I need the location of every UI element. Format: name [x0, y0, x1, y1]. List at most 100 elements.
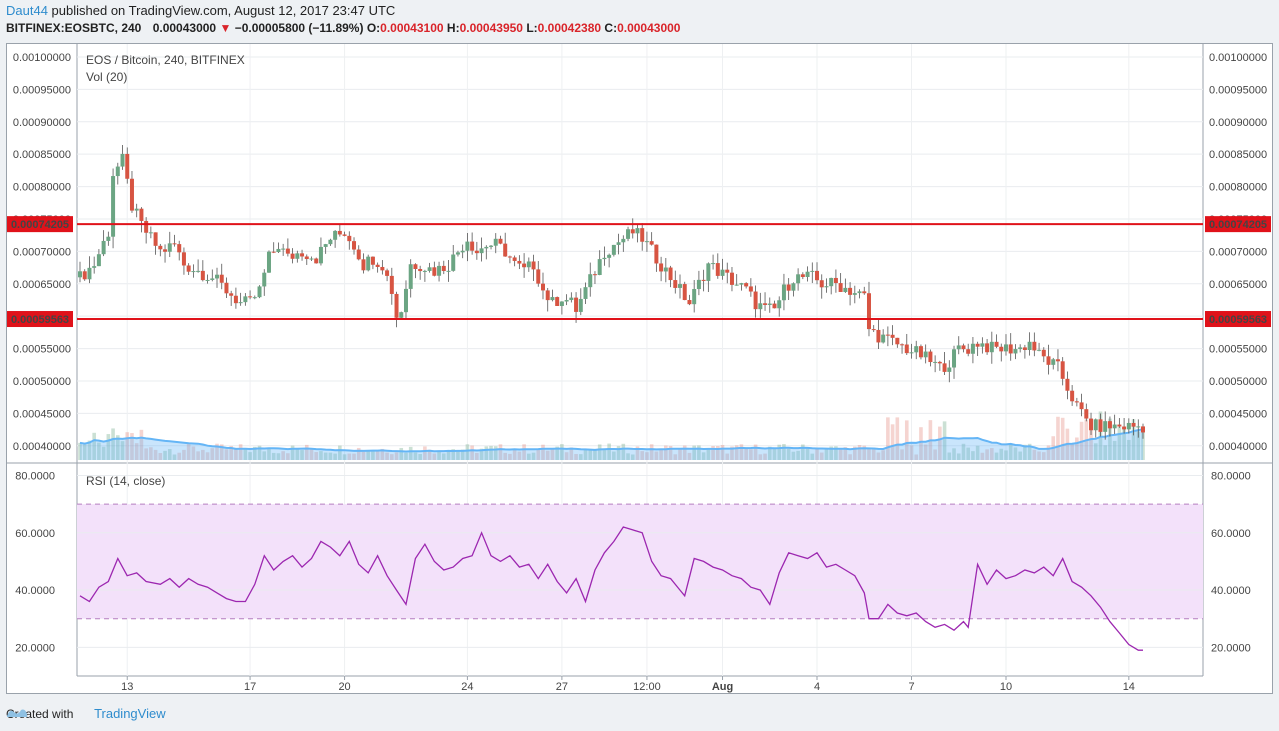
- candle-down: [432, 267, 437, 276]
- candle-up: [134, 208, 139, 211]
- candle-up: [196, 270, 201, 272]
- candle-down: [139, 208, 144, 221]
- candle-up: [1027, 341, 1032, 351]
- volume-bar: [1075, 437, 1079, 460]
- candle-down: [1070, 390, 1075, 402]
- volume-bar: [805, 448, 810, 460]
- candle-down: [290, 253, 295, 259]
- price-tick-label-right: 0.00065000: [1209, 279, 1267, 291]
- tradingview-link[interactable]: TradingView: [94, 706, 166, 721]
- candle-up: [881, 334, 886, 343]
- volume-bar: [441, 453, 446, 460]
- candle-down: [630, 229, 635, 234]
- volume-bar: [975, 445, 980, 460]
- volume-bar: [1141, 428, 1145, 460]
- volume-bar: [994, 452, 999, 460]
- candle-up: [295, 253, 300, 259]
- rsi-tick-label-right: 60.0000: [1211, 528, 1251, 540]
- candle-down: [498, 238, 503, 244]
- volume-bar: [749, 449, 753, 460]
- candle-down: [871, 329, 876, 331]
- candle-down: [470, 241, 475, 251]
- volume-bar: [545, 450, 550, 460]
- volume-bar: [649, 444, 654, 460]
- low-label: L:: [526, 21, 538, 35]
- volume-bar: [92, 432, 96, 460]
- candle-down: [1032, 341, 1037, 351]
- volume-bar: [380, 448, 385, 460]
- footer: Created with TradingView: [6, 706, 166, 721]
- candle-up: [635, 228, 640, 234]
- volume-bar: [262, 451, 267, 460]
- candle-up: [446, 270, 451, 272]
- volume-bar: [933, 449, 937, 460]
- volume-bar: [413, 452, 418, 460]
- candle-up: [191, 271, 196, 273]
- volume-bar: [338, 445, 342, 460]
- volume-bar: [777, 444, 782, 460]
- price-tick-label-right: 0.00070000: [1209, 246, 1267, 258]
- author-link[interactable]: Daut44: [6, 3, 48, 18]
- volume-bar: [1004, 450, 1008, 460]
- price-tick-label-left: 0.00090000: [13, 117, 71, 129]
- candle-up: [588, 274, 593, 288]
- time-tick-label: 17: [244, 681, 256, 693]
- volume-bar: [697, 445, 701, 460]
- candle-down: [961, 345, 966, 350]
- volume-bar: [881, 450, 885, 460]
- volume-bar: [668, 445, 673, 460]
- volume-bar: [323, 452, 328, 460]
- volume-bar: [706, 449, 711, 460]
- candle-up: [451, 254, 456, 271]
- candle-up: [696, 279, 701, 290]
- time-tick-label: 20: [338, 681, 350, 693]
- volume-bar: [654, 451, 659, 460]
- candle-down: [1065, 378, 1070, 391]
- candle-down: [748, 286, 753, 292]
- symbol-info: BITFINEX:EOSBTC, 240 0.00043000 ▼ −0.000…: [6, 21, 680, 35]
- candle-up: [578, 298, 583, 312]
- candle-down: [744, 283, 749, 287]
- candle-down: [224, 282, 229, 294]
- volume-bar: [319, 451, 323, 460]
- volume-bar: [895, 417, 900, 460]
- candle-down: [701, 279, 706, 281]
- candle-down: [233, 295, 238, 304]
- candle-down: [729, 272, 734, 285]
- volume-bar: [271, 452, 276, 460]
- candle-down: [418, 268, 423, 272]
- price-level-label-left: 0.00059563: [11, 314, 69, 326]
- volume-bar: [470, 445, 474, 460]
- open-label: O:: [366, 21, 381, 35]
- price-level-label-left: 0.00074205: [11, 219, 69, 231]
- volume-bar: [366, 450, 370, 460]
- time-tick-label: 7: [908, 681, 914, 693]
- volume-bar: [607, 443, 611, 460]
- candle-down: [389, 275, 394, 294]
- candle-down: [900, 344, 905, 346]
- candle-down: [985, 343, 990, 353]
- candle-down: [300, 253, 305, 257]
- volume-bar: [97, 442, 101, 460]
- volume-bar: [815, 448, 819, 460]
- candle-up: [805, 271, 810, 277]
- candle-down: [838, 283, 843, 292]
- candle-down: [815, 270, 820, 281]
- volume-bar: [451, 449, 456, 460]
- candle-down: [994, 341, 999, 347]
- price-change: −0.00005800 (−11.89%): [234, 21, 364, 35]
- candle-down: [413, 264, 418, 269]
- volume-bar: [1089, 428, 1093, 460]
- candle-up: [257, 286, 262, 298]
- candle-down: [1141, 426, 1145, 433]
- volume-bar: [687, 452, 692, 460]
- time-tick-label: 10: [1000, 681, 1012, 693]
- candle-down: [654, 244, 659, 264]
- volume-bar: [229, 446, 233, 460]
- volume-bar: [1112, 440, 1117, 460]
- volume-bar: [1023, 444, 1027, 460]
- price-tick-label-left: 0.00100000: [13, 52, 71, 64]
- volume-bar: [767, 446, 772, 460]
- price-level-label-right: 0.00074205: [1209, 219, 1267, 231]
